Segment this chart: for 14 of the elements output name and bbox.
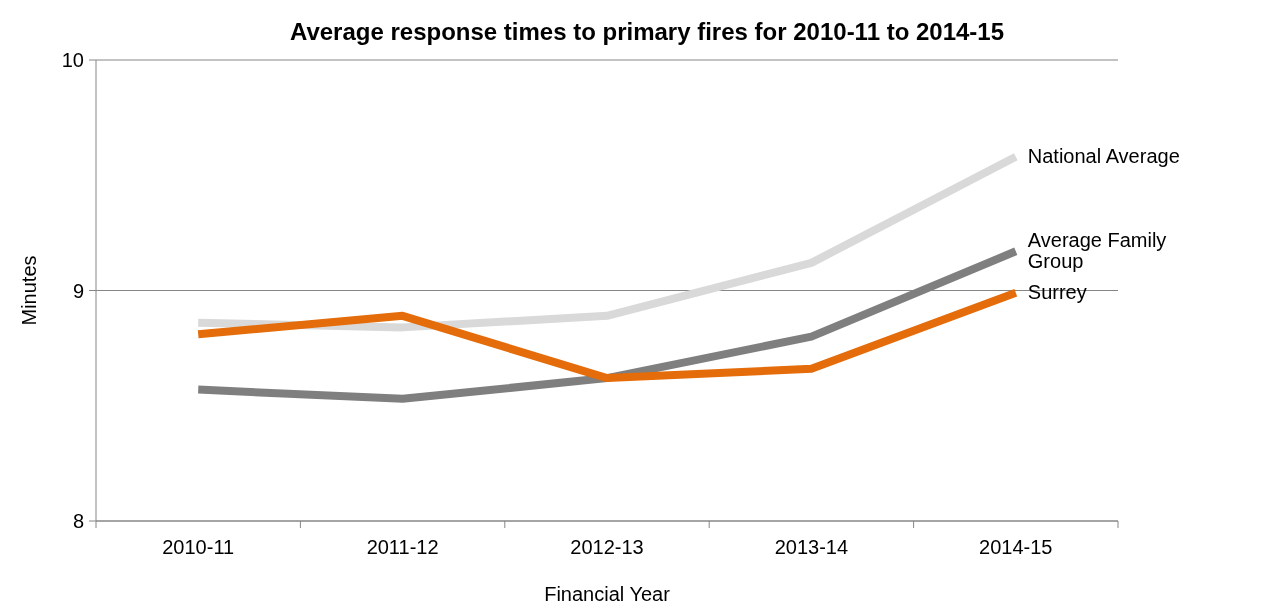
x-tick-label: 2013-14 [774, 536, 849, 558]
y-tick-label: 10 [61, 49, 84, 71]
series-label: Surrey [1027, 280, 1087, 303]
x-axis-title: Financial Year [544, 583, 671, 605]
chart-title: Average response times to primary fires for 2010-11 to 2014-15 [289, 18, 1005, 45]
series-label: National Average [1027, 144, 1180, 167]
x-tick-label: 2010-11 [162, 536, 235, 558]
x-tick-label: 2012-13 [570, 536, 644, 558]
x-tick-label: 2014-15 [979, 536, 1053, 558]
series-label: Average Family Group [1027, 229, 1167, 273]
y-axis-title: Minutes [18, 255, 40, 326]
y-tick-label: 9 [72, 279, 84, 302]
y-tick-label: 8 [72, 510, 84, 532]
x-tick-label: 2011-12 [366, 536, 439, 558]
